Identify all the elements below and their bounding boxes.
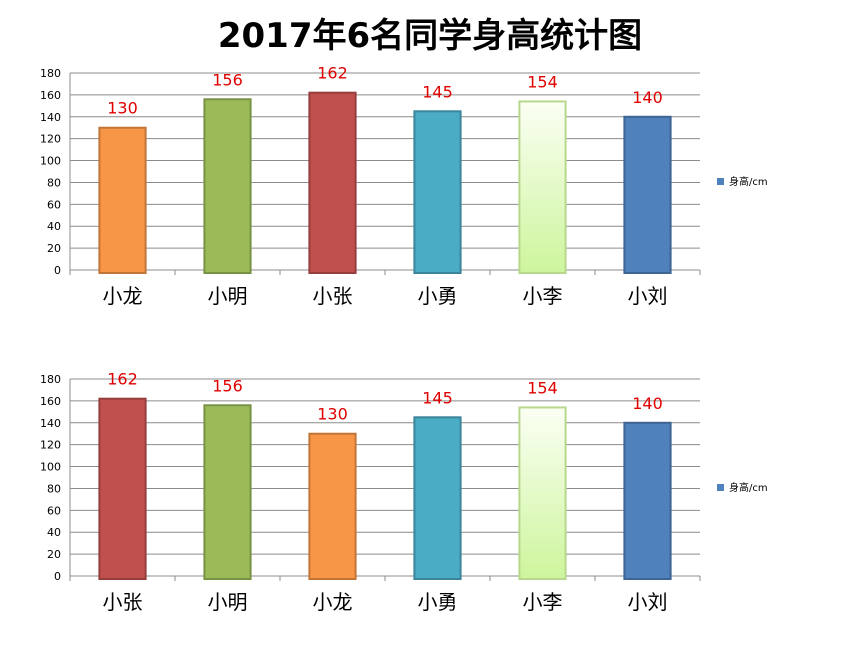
data-label: 130 <box>317 405 348 424</box>
height-bar-chart-1: 0 20 40 60 80 100 120 140 160 180 小龙 小明 小张 小勇 小李 小刘 130… <box>40 64 768 308</box>
x-tick-label: 小李 <box>523 284 563 308</box>
chart-2-labels: 162 156 130 145 154 140 <box>107 370 663 424</box>
x-tick-label: 小李 <box>523 590 563 614</box>
x-tick-label: 小刘 <box>628 590 668 614</box>
data-label: 130 <box>107 99 138 118</box>
chart-2-bars <box>98 397 672 581</box>
bar-6 <box>623 421 672 581</box>
data-label: 156 <box>212 70 243 89</box>
data-label: 154 <box>527 378 558 397</box>
data-label: 162 <box>107 370 138 389</box>
x-tick-label: 小龙 <box>313 590 353 614</box>
x-tick-label: 小张 <box>313 284 353 308</box>
x-tick-label: 小张 <box>103 590 143 614</box>
chart-1-bars <box>98 91 672 275</box>
data-label: 154 <box>527 72 558 91</box>
data-label: 145 <box>422 82 453 101</box>
y-tick-label: 0 <box>54 570 61 583</box>
data-label: 162 <box>317 64 348 83</box>
bar-2 <box>203 404 252 581</box>
y-tick-label: 160 <box>40 395 61 408</box>
y-tick-label: 80 <box>47 176 61 189</box>
y-tick-label: 100 <box>40 461 61 474</box>
y-tick-label: 180 <box>40 67 61 80</box>
height-bar-chart-2: 0 20 40 60 80 100 120 140 160 180 小张 小明 小龙 小勇 小李 小刘 162… <box>40 370 768 614</box>
data-label: 140 <box>632 88 663 107</box>
chart-2-grid <box>70 378 700 577</box>
bar-4 <box>413 110 462 274</box>
y-tick-label: 100 <box>40 155 61 168</box>
y-tick-label: 180 <box>40 373 61 386</box>
bar-1 <box>98 397 147 581</box>
bar-5 <box>518 100 567 275</box>
chart-2-legend: 身高/cm <box>717 481 768 494</box>
legend-swatch <box>717 178 724 185</box>
chart-2-axes: 0 20 40 60 80 100 120 140 160 180 小张 小明 小龙 小勇 小李 小刘 <box>40 373 701 614</box>
x-tick-label: 小龙 <box>103 284 143 308</box>
y-tick-label: 140 <box>40 417 61 430</box>
bar-6 <box>623 115 672 275</box>
x-tick-label: 小勇 <box>418 284 458 308</box>
bar-2 <box>203 98 252 275</box>
y-tick-label: 20 <box>47 242 61 255</box>
legend-label: 身高/cm <box>729 481 768 494</box>
x-tick-label: 小刘 <box>628 284 668 308</box>
y-tick-label: 0 <box>54 264 61 277</box>
legend-swatch <box>717 484 724 491</box>
data-label: 156 <box>212 376 243 395</box>
x-tick-label: 小明 <box>208 590 248 614</box>
y-tick-label: 40 <box>47 526 61 539</box>
y-tick-label: 120 <box>40 133 61 146</box>
y-tick-label: 20 <box>47 548 61 561</box>
chart-1-axes: 0 20 40 60 80 100 120 140 160 180 小龙 小明 小张 小勇 小李 小刘 <box>40 67 701 308</box>
chart-1-labels: 130 156 162 145 154 140 <box>107 64 663 118</box>
y-tick-label: 160 <box>40 89 61 102</box>
bar-3 <box>308 91 357 275</box>
bar-1 <box>98 126 147 274</box>
bar-5 <box>518 406 567 581</box>
y-tick-label: 60 <box>47 504 61 517</box>
x-tick-label: 小勇 <box>418 590 458 614</box>
data-label: 140 <box>632 394 663 413</box>
page-title: 2017年6名同学身高统计图 <box>217 16 643 56</box>
bar-3 <box>308 432 357 580</box>
y-tick-label: 60 <box>47 198 61 211</box>
chart-1-grid <box>70 72 700 271</box>
bar-4 <box>413 416 462 580</box>
chart-1-legend: 身高/cm <box>717 175 768 188</box>
data-label: 145 <box>422 388 453 407</box>
legend-label: 身高/cm <box>729 175 768 188</box>
y-tick-label: 120 <box>40 439 61 452</box>
x-tick-label: 小明 <box>208 284 248 308</box>
y-tick-label: 140 <box>40 111 61 124</box>
y-tick-label: 40 <box>47 220 61 233</box>
y-tick-label: 80 <box>47 482 61 495</box>
